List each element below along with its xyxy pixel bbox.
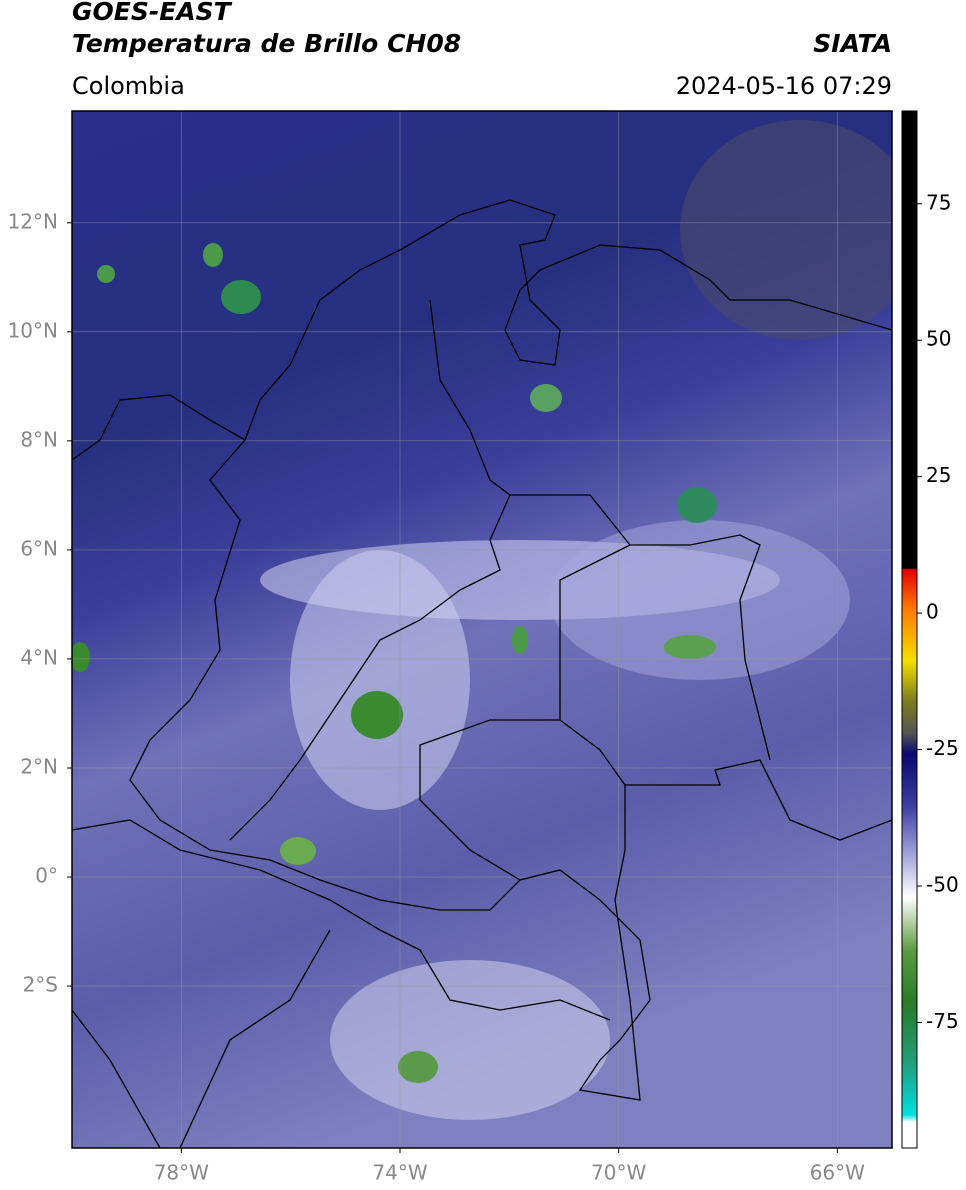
- country-border: [129, 439, 892, 1101]
- cloud-white: [550, 520, 850, 680]
- lat-tick-label: 0°: [35, 864, 58, 888]
- agency: SIATA: [813, 29, 892, 58]
- cloud-white: [330, 960, 610, 1120]
- map-frame: [71, 110, 893, 1149]
- convective-cell: [351, 691, 403, 739]
- lon-tick-label: 78°W: [154, 1161, 209, 1185]
- country-border: [72, 819, 611, 1148]
- convective-cell: [398, 1051, 438, 1083]
- lat-tick-label: 10°N: [8, 318, 58, 342]
- colorbar-tick-label: 25: [926, 463, 951, 487]
- lon-tick-label: 74°W: [372, 1161, 427, 1185]
- colorbar-axis: 75 50 25 0 -25 -50 -75: [917, 190, 959, 1033]
- convective-cell: [677, 487, 717, 523]
- lon-tick-label: 70°W: [591, 1161, 646, 1185]
- colorbar-tick-label: -25: [926, 736, 959, 760]
- lat-tick-label: 8°N: [20, 427, 58, 451]
- convective-cell: [72, 642, 90, 672]
- satellite-image: [72, 111, 892, 1148]
- map-axes: 12°N 10°N 8°N 6°N 4°N 2°N 0° 2°S 78°W 74°W 70°W 66°…: [8, 209, 866, 1184]
- country-border: [229, 494, 631, 881]
- colorbar-tick-label: -75: [926, 1009, 959, 1033]
- convective-cell: [512, 626, 528, 654]
- convective-cell: [530, 384, 562, 412]
- convective-cell: [203, 243, 223, 267]
- convective-cell: [221, 280, 261, 314]
- region: Colombia: [72, 72, 185, 100]
- colorbar-tick-label: 75: [926, 190, 951, 214]
- convective-cell: [280, 837, 316, 865]
- lon-tick-label: 66°W: [810, 1161, 865, 1185]
- cloud-white: [290, 550, 470, 810]
- timestamp: 2024-05-16 07:29: [676, 72, 892, 100]
- convective-cell: [664, 635, 716, 659]
- colorbar-tick-label: 0: [926, 600, 939, 624]
- cloud-dark: [680, 120, 892, 340]
- coastline: [72, 199, 892, 461]
- title-line-2: Temperatura de Brillo CH08: [72, 29, 461, 58]
- lat-tick-label: 4°N: [20, 645, 58, 669]
- convective-cell: [97, 265, 115, 283]
- lat-tick-label: 6°N: [20, 536, 58, 560]
- colorbar: [901, 110, 918, 1149]
- country-border: [429, 299, 771, 761]
- graticule: [72, 111, 892, 1148]
- lat-tick-label: 2°N: [20, 754, 58, 778]
- lat-tick-label: 12°N: [8, 209, 58, 233]
- lat-tick-label: 2°S: [23, 973, 58, 997]
- title-line-1: GOES-EAST: [72, 0, 233, 26]
- colorbar-tick-label: -50: [926, 873, 959, 897]
- colorbar-tick-label: 50: [926, 327, 951, 351]
